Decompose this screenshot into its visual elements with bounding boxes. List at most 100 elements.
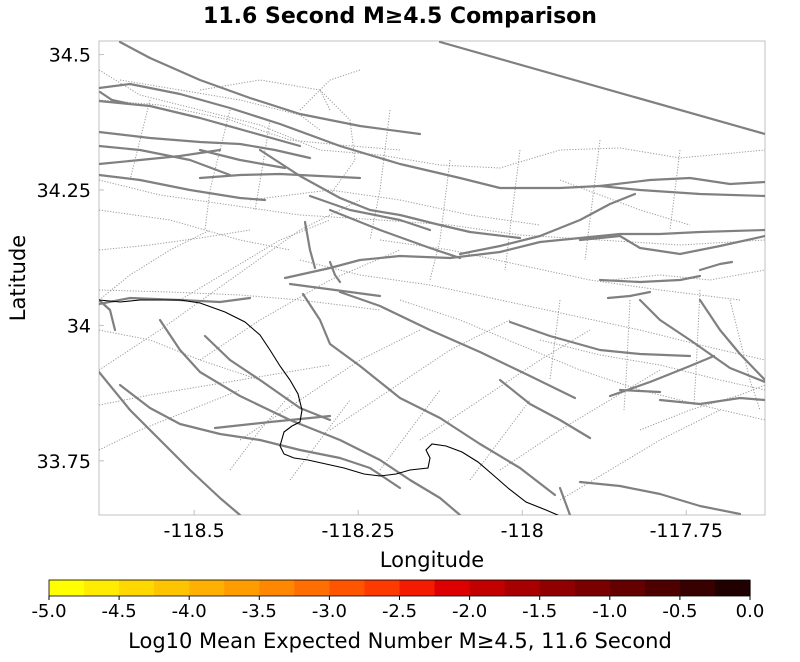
- colorbar-cell: [154, 580, 190, 596]
- colorbar-cell: [329, 580, 366, 596]
- major-fault: [698, 298, 765, 382]
- major-fault: [99, 173, 267, 202]
- colorbar-ticks: -5.0 -4.5 -4.0 -3.5 -3.0 -2.5 -2.0 -1.5 -1.0 -0.5…: [31, 596, 764, 622]
- minor-fault: [99, 389, 241, 451]
- colorbar-cell: [189, 580, 225, 596]
- major-fault: [328, 208, 462, 260]
- y-tick-label: 34.5: [49, 45, 91, 67]
- y-axis-label: Latitude: [6, 235, 30, 321]
- minor-fault: [179, 219, 331, 301]
- major-fault: [338, 290, 577, 400]
- major-fault: [288, 282, 382, 298]
- colorbar-cell: [259, 580, 295, 596]
- minor-fault: [429, 159, 451, 281]
- major-fault: [328, 260, 342, 284]
- major-fault: [558, 486, 572, 515]
- major-fault: [638, 298, 765, 384]
- colorbar-cell: [469, 580, 506, 596]
- colorbar-cell: [679, 580, 716, 596]
- major-fault: [308, 194, 432, 232]
- minor-fault: [623, 299, 631, 411]
- major-fault: [198, 172, 362, 180]
- major-fault: [618, 388, 662, 394]
- minor-fault: [99, 229, 211, 301]
- colorbar-cell: [609, 580, 646, 596]
- minor-fault: [99, 179, 765, 246]
- colorbar-cell: [49, 580, 85, 596]
- major-fault-traces: [99, 41, 765, 515]
- major-fault: [99, 370, 242, 515]
- major-fault: [99, 130, 312, 160]
- minor-fault: [99, 229, 251, 251]
- major-fault: [698, 260, 734, 272]
- colorbar: -5.0 -4.5 -4.0 -3.5 -3.0 -2.5 -2.0 -1.5 -1.0 -0.5…: [31, 579, 764, 653]
- minor-fault: [559, 409, 721, 501]
- major-fault: [598, 274, 702, 284]
- x-axis-label: Longitude: [380, 548, 484, 572]
- colorbar-cell: [224, 580, 260, 596]
- major-fault: [608, 354, 716, 398]
- colorbar-cell: [574, 580, 611, 596]
- minor-fault: [99, 289, 381, 311]
- minor-fault: [693, 289, 701, 406]
- colorbar-cell: [84, 580, 120, 596]
- colorbar-gradient: [49, 580, 751, 596]
- colorbar-cell: [644, 580, 681, 596]
- colorbar-title: Log10 Mean Expected Number M≥4.5, 11.6 S…: [128, 629, 672, 653]
- major-fault: [198, 148, 287, 170]
- major-fault: [606, 290, 652, 300]
- major-fault: [578, 234, 765, 256]
- minor-fault: [99, 99, 401, 151]
- colorbar-cell: [119, 580, 155, 596]
- colorbar-tick-label: -2.0: [452, 601, 487, 622]
- major-fault: [458, 192, 637, 256]
- minor-fault: [669, 149, 681, 231]
- colorbar-cell: [364, 580, 401, 596]
- colorbar-tick-label: -4.5: [102, 601, 137, 622]
- major-fault: [283, 228, 765, 280]
- colorbar-cell: [539, 580, 576, 596]
- y-tick-label: 34: [67, 315, 91, 337]
- major-fault: [301, 292, 557, 497]
- major-fault: [99, 148, 222, 166]
- map-title: 11.6 Second M≥4.5 Comparison: [203, 4, 597, 29]
- colorbar-cell: [434, 580, 471, 596]
- major-fault: [99, 82, 765, 198]
- colorbar-tick-label: -3.0: [312, 601, 347, 622]
- colorbar-cell: [294, 580, 330, 596]
- minor-fault: [399, 299, 765, 421]
- colorbar-tick-label: -5.0: [31, 601, 66, 622]
- x-tick-label: -117.75: [650, 520, 723, 542]
- colorbar-cell: [504, 580, 541, 596]
- major-fault: [99, 144, 232, 177]
- colorbar-tick-label: -3.5: [242, 601, 277, 622]
- colorbar-cell: [399, 580, 436, 596]
- major-fault: [99, 99, 302, 148]
- minor-fault: [299, 259, 765, 361]
- minor-fault: [99, 199, 361, 371]
- major-fault: [99, 298, 117, 332]
- major-fault: [118, 383, 402, 490]
- minor-fault: [539, 339, 765, 391]
- plot-area: -118.5 -118.25 -118 -117.75 34.5 34.25 34 33.7…: [37, 40, 766, 542]
- colorbar-cell: [714, 580, 751, 596]
- x-tick-label: -118: [501, 520, 544, 542]
- y-tick-label: 34.25: [37, 180, 91, 202]
- major-fault: [258, 148, 522, 240]
- y-tick-label: 33.75: [37, 451, 91, 473]
- colorbar-tick-label: -2.5: [382, 601, 417, 622]
- minor-fault: [584, 139, 601, 261]
- colorbar-tick-label: -1.5: [522, 601, 557, 622]
- minor-fault: [499, 369, 661, 471]
- major-fault: [99, 90, 132, 106]
- minor-fault-traces: [99, 69, 765, 501]
- minor-fault: [504, 149, 521, 271]
- major-fault: [303, 220, 317, 270]
- minor-fault: [549, 299, 561, 381]
- major-fault: [498, 378, 592, 440]
- major-fault: [158, 318, 462, 515]
- major-fault: [213, 414, 332, 430]
- x-tick-label: -118.25: [322, 520, 395, 542]
- minor-fault: [249, 189, 541, 226]
